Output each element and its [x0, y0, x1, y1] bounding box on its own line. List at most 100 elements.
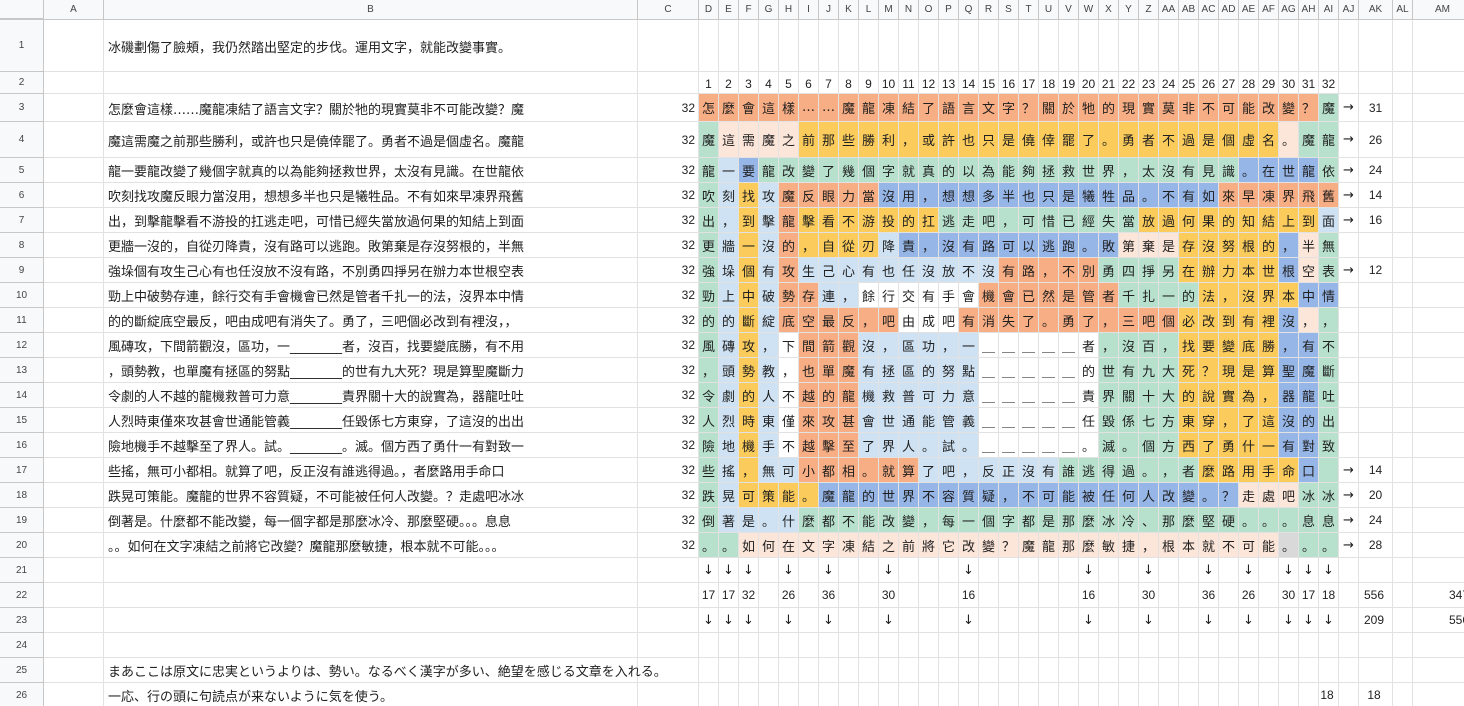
- summary-value[interactable]: 556: [1413, 608, 1464, 633]
- grid-char-cell[interactable]: 吧: [939, 458, 959, 483]
- grid-char-cell[interactable]: 是: [739, 508, 759, 533]
- cell[interactable]: [759, 633, 779, 658]
- grid-char-cell[interactable]: 倒: [699, 508, 719, 533]
- cell[interactable]: [879, 658, 899, 683]
- c-count-cell[interactable]: 32: [638, 333, 699, 358]
- grid-char-cell[interactable]: ＿: [979, 408, 999, 433]
- grid-char-cell[interactable]: 的: [1299, 408, 1319, 433]
- grid-char-cell[interactable]: 七: [1139, 408, 1159, 433]
- cell[interactable]: [739, 683, 759, 706]
- grid-char-cell[interactable]: 到: [1299, 208, 1319, 233]
- cell[interactable]: [44, 458, 104, 483]
- grid-char-cell[interactable]: ，: [919, 183, 939, 208]
- column-header-ag[interactable]: AG: [1279, 0, 1299, 20]
- grid-char-cell[interactable]: 。: [699, 533, 719, 558]
- grid-char-cell[interactable]: 根: [1279, 258, 1299, 283]
- cell[interactable]: [739, 633, 759, 658]
- grid-char-cell[interactable]: 攻: [819, 408, 839, 433]
- grid-char-cell[interactable]: 關: [1039, 94, 1059, 122]
- select-all-corner[interactable]: [0, 0, 44, 20]
- cell[interactable]: [1393, 283, 1413, 308]
- cell[interactable]: [899, 583, 919, 608]
- cell[interactable]: [1339, 358, 1359, 383]
- cell[interactable]: [979, 558, 999, 583]
- b-cell-text[interactable]: 出，到擊龍擊看不游投的扛逃走吧，可惜已經失當放過何果的知結上到面: [108, 215, 525, 230]
- grid-char-cell[interactable]: 堅: [1199, 508, 1219, 533]
- grid-char-cell[interactable]: 跑: [1059, 233, 1079, 258]
- grid-char-cell[interactable]: 。: [859, 458, 879, 483]
- cell[interactable]: [919, 20, 939, 72]
- grid-char-cell[interactable]: 刻: [719, 183, 739, 208]
- grid-char-cell[interactable]: 義: [959, 408, 979, 433]
- grid-char-cell[interactable]: 不: [779, 433, 799, 458]
- cell[interactable]: [1393, 383, 1413, 408]
- b-cell-text[interactable]: 吹刻找攻魔反眼力當沒用，想想多半也只是犧牲品。不有如來早凍界飛舊: [108, 190, 525, 205]
- grid-char-cell[interactable]: 聖: [1279, 358, 1299, 383]
- row-count[interactable]: 24: [1359, 158, 1393, 183]
- cell[interactable]: [1299, 683, 1319, 706]
- grid-char-cell[interactable]: 餘: [859, 283, 879, 308]
- grid-char-cell[interactable]: 勢: [779, 283, 799, 308]
- grid-char-cell[interactable]: 將: [919, 533, 939, 558]
- grid-char-cell[interactable]: 硬: [1219, 508, 1239, 533]
- cell[interactable]: [1359, 558, 1393, 583]
- grid-char-cell[interactable]: 一: [739, 233, 759, 258]
- grid-char-cell[interactable]: 些: [839, 122, 859, 158]
- cell[interactable]: [939, 633, 959, 658]
- cell[interactable]: [819, 20, 839, 72]
- b-cell-text[interactable]: 人烈時東僅來攻甚會世通能管義________任毀係七方東穿，了這沒的出出: [108, 415, 525, 430]
- cell[interactable]: [104, 533, 638, 558]
- cell[interactable]: [1413, 258, 1464, 283]
- grid-char-cell[interactable]: ，: [1139, 533, 1159, 558]
- cell[interactable]: [1119, 683, 1139, 706]
- grid-char-cell[interactable]: 底: [1239, 333, 1259, 358]
- grid-char-cell[interactable]: 區: [899, 358, 919, 383]
- grid-char-cell[interactable]: 魔: [1019, 533, 1039, 558]
- grid-char-cell[interactable]: 單: [819, 358, 839, 383]
- grid-char-cell[interactable]: ，: [1279, 233, 1299, 258]
- column-number-label[interactable]: 10: [879, 72, 899, 94]
- grid-char-cell[interactable]: ，: [899, 122, 919, 158]
- grid-char-cell[interactable]: 已: [1019, 283, 1039, 308]
- grid-char-cell[interactable]: 了: [819, 158, 839, 183]
- grid-char-cell[interactable]: 冰: [1099, 508, 1119, 533]
- grid-char-cell[interactable]: 拯: [1039, 158, 1059, 183]
- cell[interactable]: [1159, 583, 1179, 608]
- column-number-label[interactable]: 31: [1299, 72, 1319, 94]
- grid-char-cell[interactable]: 文: [799, 533, 819, 558]
- grid-char-cell[interactable]: 沒: [1119, 333, 1139, 358]
- grid-char-cell[interactable]: ＿: [999, 358, 1019, 383]
- grid-char-cell[interactable]: 任: [1099, 483, 1119, 508]
- grid-char-cell[interactable]: ，: [959, 458, 979, 483]
- column-number-label[interactable]: 2: [719, 72, 739, 94]
- cell[interactable]: [959, 20, 979, 72]
- grid-char-cell[interactable]: 者: [1099, 283, 1119, 308]
- grid-char-cell[interactable]: ＿: [1059, 383, 1079, 408]
- grid-char-cell[interactable]: 魔: [699, 122, 719, 158]
- column-header-j[interactable]: J: [819, 0, 839, 20]
- grid-char-cell[interactable]: 失: [999, 308, 1019, 333]
- grid-char-cell[interactable]: 魔: [1299, 122, 1319, 158]
- grid-char-cell[interactable]: 魔: [839, 94, 859, 122]
- grid-char-cell[interactable]: 麼: [1179, 508, 1199, 533]
- cell[interactable]: [1259, 658, 1279, 683]
- grid-char-cell[interactable]: 在: [1179, 258, 1199, 283]
- cell[interactable]: [1019, 558, 1039, 583]
- grid-char-cell[interactable]: 走: [1239, 483, 1259, 508]
- grid-char-cell[interactable]: ，: [779, 358, 799, 383]
- cell[interactable]: [1359, 358, 1393, 383]
- cell[interactable]: [839, 683, 859, 706]
- row-header-18[interactable]: 18: [0, 483, 44, 508]
- b-cell-text[interactable]: 一応、行の頭に句読点が来ないように気を使う。: [108, 690, 393, 705]
- grid-char-cell[interactable]: 棄: [1139, 233, 1159, 258]
- column-header-al[interactable]: AL: [1393, 0, 1413, 20]
- grid-char-cell[interactable]: ，: [1159, 458, 1179, 483]
- grid-char-cell[interactable]: 界: [1259, 283, 1279, 308]
- grid-char-cell[interactable]: 消: [979, 308, 999, 333]
- cell[interactable]: [638, 583, 699, 608]
- row-header-14[interactable]: 14: [0, 383, 44, 408]
- grid-char-cell[interactable]: 界: [899, 483, 919, 508]
- column-number-label[interactable]: 13: [939, 72, 959, 94]
- grid-char-cell[interactable]: 是: [1199, 122, 1219, 158]
- cell[interactable]: [44, 383, 104, 408]
